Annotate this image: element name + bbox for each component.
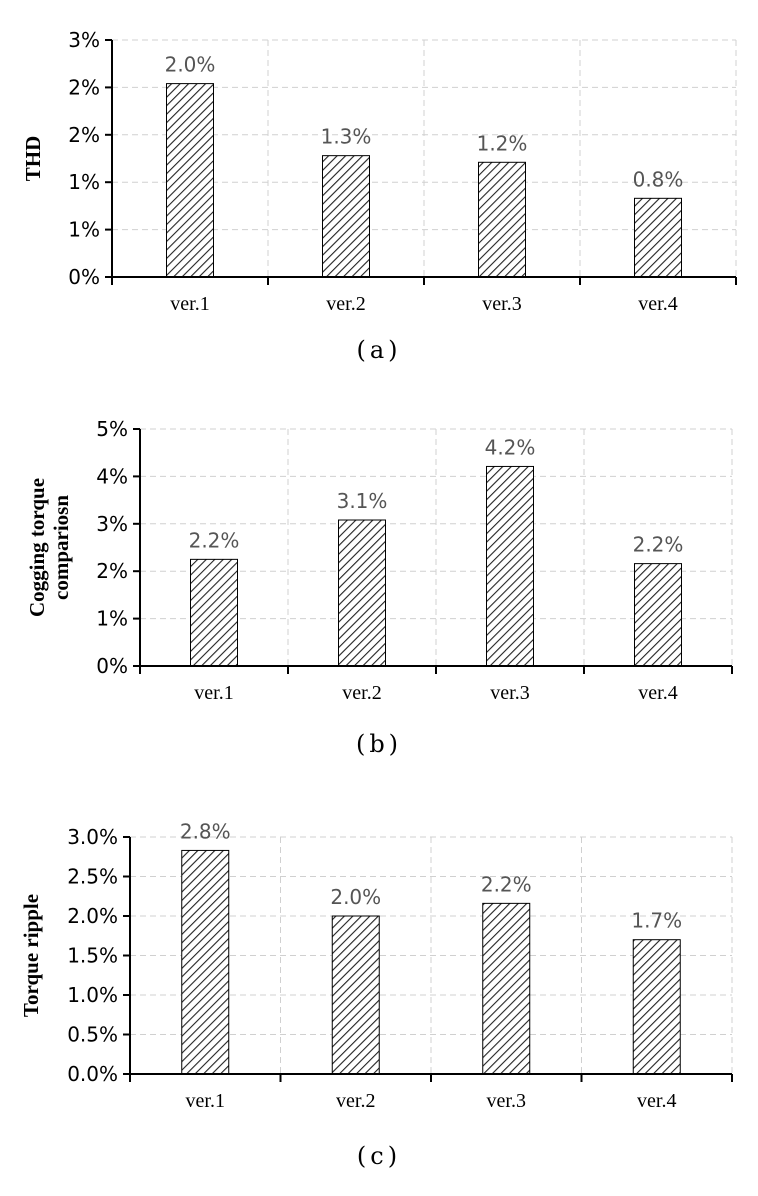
y-tick-label: 1%	[68, 170, 100, 194]
data-label: 1.2%	[477, 131, 528, 155]
data-label: 0.8%	[633, 167, 684, 191]
y-tick-label: 0.0%	[67, 1062, 118, 1086]
y-tick-label: 0%	[96, 654, 128, 678]
bar-ver.2	[322, 155, 370, 278]
data-label: 3.1%	[337, 489, 388, 513]
bar-ver.1	[181, 849, 230, 1075]
y-tick-label: 1.5%	[67, 944, 118, 968]
bar-ver.3	[486, 465, 534, 667]
data-label: 2.2%	[189, 528, 240, 552]
y-axis-title: Cogging torquecompariosn	[25, 478, 73, 617]
y-tick-label: 3%	[68, 28, 100, 52]
caption-c: (c)	[356, 1142, 402, 1170]
chart-panel-b: 2.2% 3.1% 4.2% 2.2% 0% 1% 2% 3% 4% 5% ver.1 ver.2 ve…	[0, 400, 758, 780]
y-tick-label: 4%	[96, 464, 128, 488]
x-tick-label: ver.1	[170, 293, 209, 315]
y-tick-label: 2.0%	[67, 904, 118, 928]
x-tick-label: ver.3	[482, 293, 521, 315]
caption-a: (a)	[356, 336, 402, 364]
caption-b: (b)	[355, 730, 403, 758]
bar-ver.2	[338, 519, 386, 667]
y-tick-label: 2.5%	[67, 865, 118, 889]
y-tick-label: 0%	[68, 265, 100, 289]
x-tick-label: ver.3	[490, 682, 529, 704]
x-tick-label: ver.4	[638, 293, 677, 315]
torque-ripple-bar-chart: 2.8% 2.0% 2.2% 1.7% 0.0% 0.5% 1.0% 1.5% 2.0% 2.5%…	[19, 819, 733, 1112]
data-label: 2.2%	[633, 533, 684, 557]
y-axis-title: Torque ripple	[19, 894, 43, 1017]
bar-ver.4	[634, 563, 682, 667]
data-label: 1.3%	[321, 125, 372, 149]
x-tick-label: ver.2	[336, 1090, 375, 1112]
y-tick-label: 2%	[68, 75, 100, 99]
y-tick-label: 3%	[96, 512, 128, 536]
y-tick-label: 2%	[68, 123, 100, 147]
x-tick-label: ver.1	[186, 1090, 225, 1112]
x-tick-label: ver.2	[342, 682, 381, 704]
cogging-torque-bar-chart: 2.2% 3.1% 4.2% 2.2% 0% 1% 2% 3% 4% 5% ver.1 ver.2 ve…	[25, 417, 733, 704]
y-tick-label: 1%	[96, 607, 128, 631]
data-label: 2.2%	[481, 872, 532, 896]
data-label: 1.7%	[631, 909, 682, 933]
y-tick-label: 0.5%	[67, 1023, 118, 1047]
y-tick-label: 3.0%	[67, 825, 118, 849]
y-tick-label: 2%	[96, 559, 128, 583]
bar-ver.2	[331, 915, 380, 1075]
bar-ver.1	[166, 83, 214, 278]
bar-ver.3	[478, 161, 526, 278]
x-tick-label: ver.1	[194, 682, 233, 704]
thd-bar-chart: 2.0% 1.3% 1.2% 0.8% 0% 1% 1% 2% 2% 3% ver.1 ver.2 ve…	[21, 28, 737, 315]
y-tick-label: 1%	[68, 218, 100, 242]
bar-ver.1	[190, 558, 238, 667]
bar-ver.3	[482, 902, 531, 1075]
data-label: 2.0%	[330, 885, 381, 909]
bar-ver.4	[632, 939, 681, 1075]
y-axis-title: THD	[21, 136, 45, 182]
x-tick-label: ver.4	[637, 1090, 676, 1112]
chart-panel-a: 2.0% 1.3% 1.2% 0.8% 0% 1% 1% 2% 2% 3% ver.1 ver.2 ve…	[0, 0, 758, 380]
bar-ver.4	[634, 197, 682, 278]
y-tick-label: 1.0%	[67, 983, 118, 1007]
data-label: 2.8%	[180, 819, 231, 843]
y-tick-label: 5%	[96, 417, 128, 441]
x-tick-label: ver.2	[326, 293, 365, 315]
chart-panel-c: 2.8% 2.0% 2.2% 1.7% 0.0% 0.5% 1.0% 1.5% 2.0% 2.5%…	[0, 810, 758, 1196]
data-label: 4.2%	[485, 435, 536, 459]
x-tick-label: ver.3	[487, 1090, 526, 1112]
data-label: 2.0%	[165, 53, 216, 77]
x-tick-label: ver.4	[638, 682, 677, 704]
